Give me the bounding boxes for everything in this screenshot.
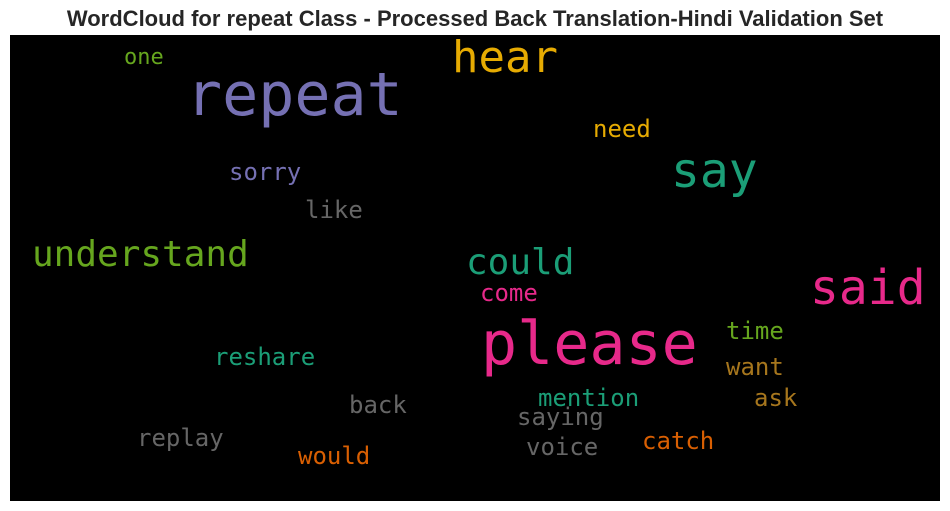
word-sorry: sorry: [229, 158, 302, 186]
word-need: need: [593, 115, 651, 143]
word-want: want: [726, 353, 784, 381]
word-please: please: [481, 309, 698, 379]
figure-title: WordCloud for repeat Class - Processed B…: [66, 6, 884, 31]
word-reshare: reshare: [214, 343, 316, 371]
word-repeat: repeat: [186, 60, 403, 130]
word-catch: catch: [642, 427, 715, 455]
word-like: like: [305, 196, 363, 224]
word-come: come: [480, 279, 538, 307]
word-said: said: [810, 260, 926, 316]
word-would: would: [298, 442, 371, 470]
word-cloud-canvas: repeat hear one need say sorry like unde…: [10, 35, 940, 501]
word-back: back: [349, 391, 407, 419]
word-hear: hear: [452, 35, 558, 83]
word-could: could: [466, 242, 575, 283]
word-time: time: [726, 317, 784, 345]
word-ask: ask: [754, 384, 798, 412]
word-understand: understand: [32, 234, 249, 275]
word-say: say: [671, 143, 758, 199]
word-mention: mention: [538, 384, 640, 412]
word-replay: replay: [137, 424, 224, 452]
word-voice: voice: [526, 433, 599, 461]
word-saying: saying: [517, 403, 604, 431]
word-one: one: [124, 45, 164, 70]
